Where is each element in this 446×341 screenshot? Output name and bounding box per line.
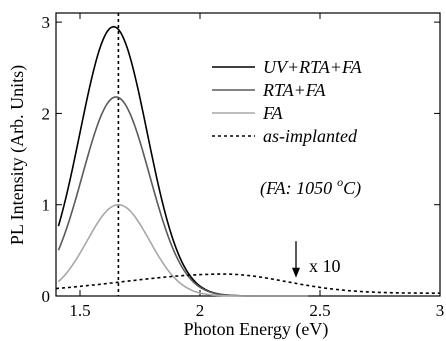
scale-factor-label: x 10 [309, 256, 341, 276]
anneal-condition-annotation: (FA: 1050 oC) [260, 175, 361, 199]
legend: UV+RTA+FA RTA+FA FA as-implanted [212, 57, 363, 146]
y-tick-label: 0 [42, 287, 51, 306]
legend-label-fa: FA [262, 103, 284, 123]
series-line-as-implanted [55, 273, 440, 294]
series-layer [55, 25, 440, 297]
x-tick-label: 2.5 [309, 301, 330, 320]
x-axis-label: Photon Energy (eV) [184, 319, 329, 340]
scale-arrow-head [292, 267, 300, 278]
plot-frame [55, 12, 441, 297]
legend-label-as-implanted: as-implanted [263, 126, 358, 146]
legend-label-rta-fa: RTA+FA [262, 80, 326, 100]
y-tick-label: 3 [42, 13, 51, 32]
scale-annotation: x 10 [292, 241, 341, 278]
x-tick-label: 3 [436, 301, 445, 320]
y-axis-ticks: 0 1 2 3 [42, 13, 440, 306]
legend-label-uv-rta-fa: UV+RTA+FA [263, 57, 363, 77]
x-tick-label: 1.5 [69, 301, 90, 320]
y-tick-label: 2 [42, 104, 51, 123]
y-axis-label: PL Intensity (Arb. Units) [7, 65, 28, 245]
x-tick-label: 2 [196, 301, 205, 320]
x-axis-ticks: 1.5 2 2.5 3 [69, 13, 444, 320]
y-tick-label: 1 [42, 196, 51, 215]
series-line-fa [57, 203, 308, 297]
